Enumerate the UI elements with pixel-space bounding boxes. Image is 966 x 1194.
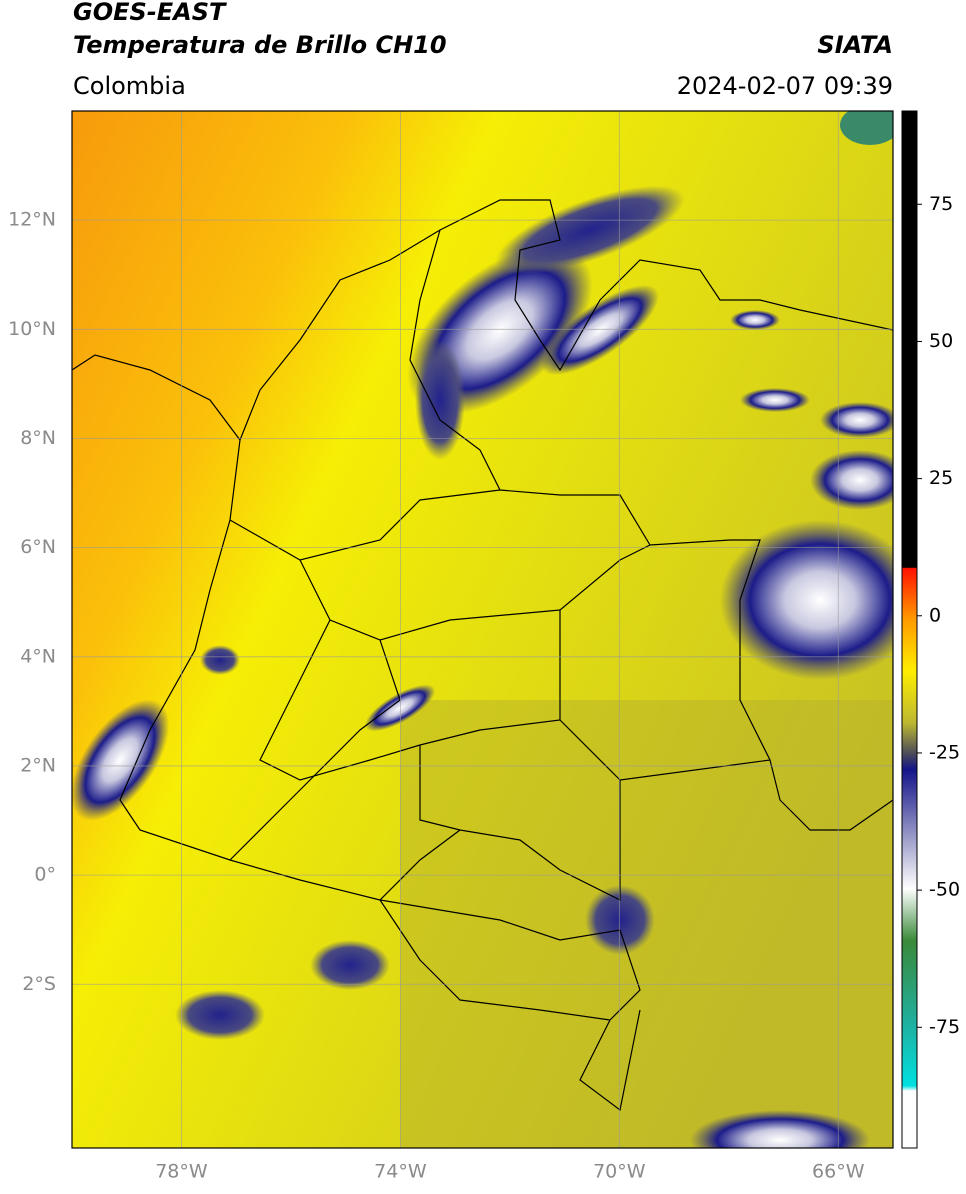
colorbar-tick-label: -25 — [929, 741, 960, 763]
colorbar-tick-label: 25 — [929, 467, 953, 489]
subtitle: Temperatura de Brillo CH10 — [73, 31, 447, 59]
x-tick-label: 66°W — [812, 1161, 865, 1183]
y-tick-label: 0° — [34, 864, 56, 886]
map-frame — [71, 110, 894, 1149]
satellite-image — [72, 111, 893, 1148]
colorbar-tick-label: -50 — [929, 879, 960, 901]
y-tick-label: 12°N — [8, 209, 56, 231]
graticule — [72, 111, 893, 1148]
y-tick-label: 2°N — [20, 754, 56, 776]
source: SIATA — [817, 31, 893, 59]
y-tick-label: 6°N — [20, 536, 56, 558]
x-tick-label: 78°W — [155, 1161, 208, 1183]
y-tick-label: 10°N — [8, 318, 56, 340]
colorbar-tick-label: 0 — [929, 604, 941, 626]
datetime: 2024-02-07 09:39 — [677, 72, 893, 100]
title: GOES-EAST — [73, 0, 227, 26]
x-tick-label: 70°W — [593, 1161, 646, 1183]
colorbar — [901, 110, 918, 1149]
y-tick-label: 2°S — [22, 973, 56, 995]
colorbar-tick-label: 75 — [929, 193, 953, 215]
y-tick-label: 8°N — [20, 427, 56, 449]
region: Colombia — [73, 72, 186, 100]
colorbar-ticks: 75 50 25 0 -25 -50 -75 — [917, 193, 960, 1038]
x-tick-label: 74°W — [374, 1161, 427, 1183]
colorbar-tick-label: -75 — [929, 1016, 960, 1038]
colorbar-tick-label: 50 — [929, 330, 953, 352]
y-tick-label: 4°N — [20, 645, 56, 667]
